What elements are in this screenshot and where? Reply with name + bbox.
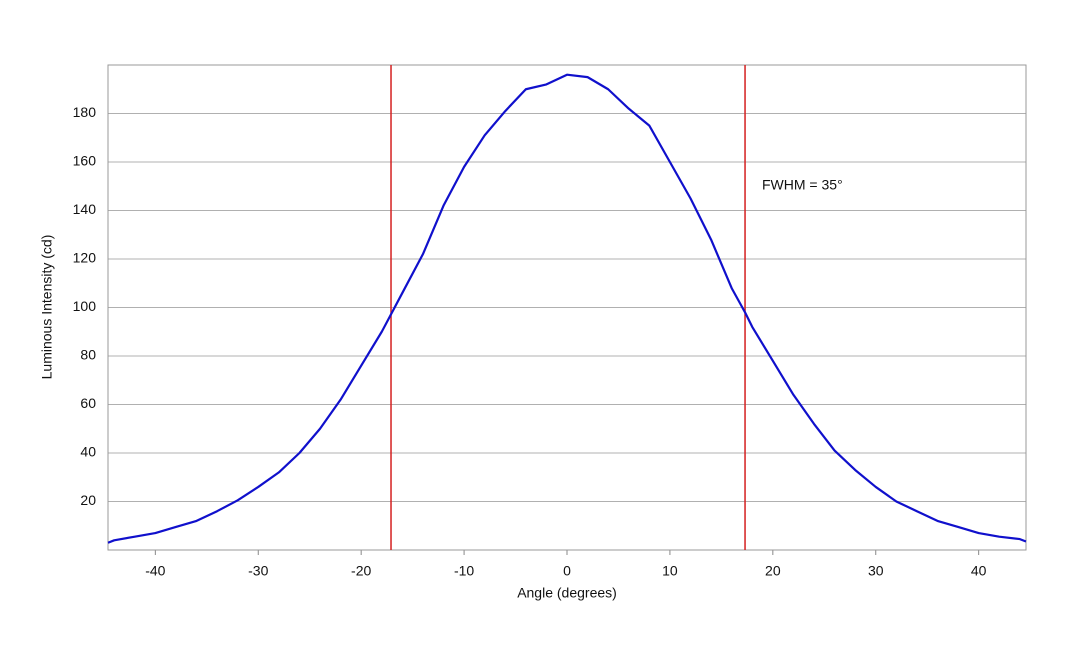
- x-tick-label: 0: [563, 563, 571, 579]
- y-tick-label: 20: [80, 492, 96, 508]
- y-tick-label: 120: [73, 250, 97, 266]
- x-tick-label: -10: [454, 563, 474, 579]
- x-axis-label: Angle (degrees): [517, 585, 617, 601]
- x-tick-label: -20: [351, 563, 371, 579]
- y-tick-label: 80: [80, 347, 96, 363]
- x-tick-label: 40: [971, 563, 987, 579]
- x-tick-label: -40: [145, 563, 165, 579]
- x-tick-label: -30: [248, 563, 268, 579]
- x-tick-label: 10: [662, 563, 678, 579]
- x-tick-label: 30: [868, 563, 884, 579]
- y-tick-label: 140: [73, 201, 97, 217]
- y-tick-label: 100: [73, 298, 97, 314]
- y-tick-label: 160: [73, 153, 97, 169]
- plot-frame: [107, 64, 1027, 551]
- y-axis-label: Luminous Intensity (cd): [39, 235, 55, 380]
- annotation: FWHM = 35°: [762, 177, 843, 193]
- data-line: [107, 73, 1027, 544]
- x-tick-label: 20: [765, 563, 781, 579]
- y-tick-label: 60: [80, 395, 96, 411]
- y-tick-label: 180: [73, 104, 97, 120]
- y-tick-label: 40: [80, 444, 96, 460]
